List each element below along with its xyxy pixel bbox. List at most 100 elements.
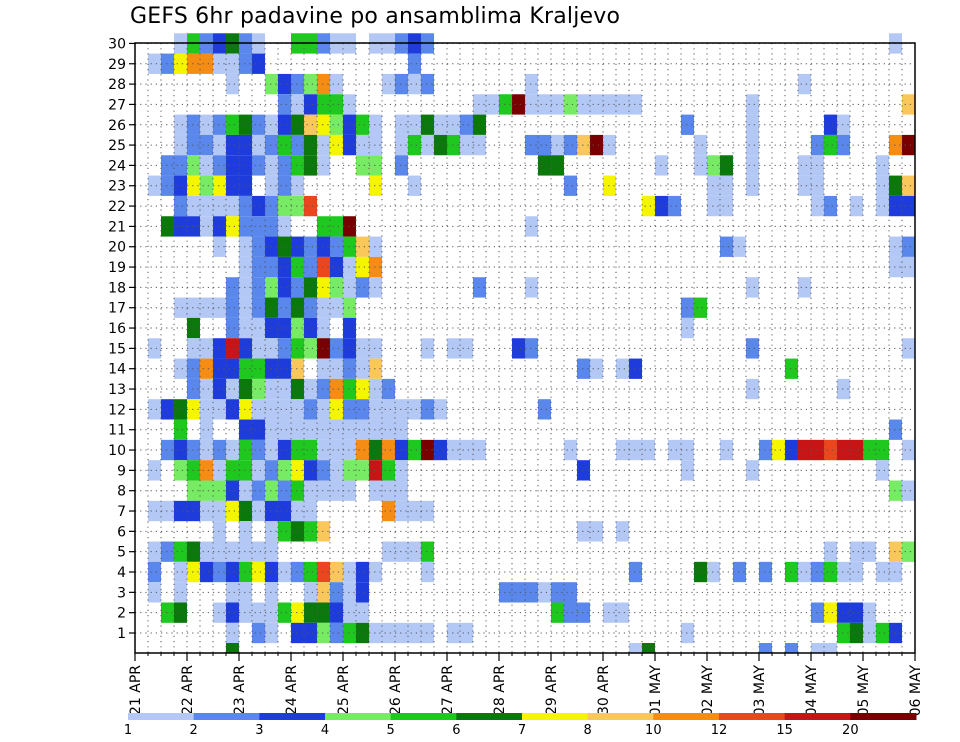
y-tick-label: 22 [108,199,126,215]
heat-cell [811,602,824,623]
heat-cell [629,439,642,461]
heat-cell [642,643,655,653]
heat-cell [213,602,226,623]
heat-cell [681,317,694,339]
heat-cell [343,216,356,237]
heat-cell [200,480,213,501]
heat-cell [824,439,837,461]
heat-cell [603,134,616,156]
heat-cell [278,378,291,400]
heat-cell [278,399,291,420]
heat-cell [148,338,161,359]
heat-cell [798,277,811,298]
heat-cell [525,216,538,237]
heat-cell [902,256,915,278]
heat-cell [681,460,694,481]
heat-cell [278,500,291,522]
heat-cell [343,460,356,481]
y-tick-label: 6 [117,524,126,540]
heat-cell [850,622,863,644]
heat-cell [499,94,512,115]
heat-cell [200,561,213,583]
colorbar-swatch [193,713,260,720]
heat-cell [226,439,239,461]
heat-cell [265,216,278,237]
heat-cell [239,419,252,440]
heat-cell [213,439,226,461]
heat-cell [434,134,447,156]
heat-cell [317,155,330,176]
heat-cell [187,114,200,135]
heat-cell [759,561,772,583]
heat-cell [304,521,317,542]
heat-cell [382,500,395,522]
heat-cell [304,399,317,420]
heat-cell [408,175,421,196]
y-tick-label: 19 [108,260,126,276]
heat-cell [291,94,304,115]
heat-cell [252,378,265,400]
heat-cell [590,94,603,115]
heat-cell [200,399,213,420]
heat-cell [317,134,330,156]
heat-cell [291,480,304,501]
heat-cell [460,338,473,359]
heat-cell [551,602,564,623]
heat-cell [369,358,382,379]
heat-cell [902,541,915,562]
heat-cell [356,256,369,278]
heat-cell [187,155,200,176]
heat-cell [330,561,343,583]
heat-cell [213,399,226,420]
heat-cell [200,155,213,176]
heat-cell [746,277,759,298]
heat-cell [343,317,356,339]
heat-cell [291,73,304,95]
heat-cell [369,561,382,583]
heat-cell [512,582,525,603]
heat-cell [265,256,278,278]
heat-cell [577,602,590,623]
heat-cell [265,439,278,461]
heat-cell [538,94,551,115]
heat-cell [226,134,239,156]
y-tick-label: 21 [108,219,126,235]
x-tick-label: 28 APR [492,665,508,715]
heat-cell [876,622,889,644]
heat-cell [447,338,460,359]
heat-cell [330,439,343,461]
x-tick-label: 01 MAY [648,665,664,717]
heat-cell [421,134,434,156]
x-tick-label: 22 APR [180,665,196,715]
heat-cell [161,175,174,196]
heat-cell [304,500,317,522]
heat-cell [252,195,265,217]
heat-cell [902,134,915,156]
y-tick-label: 12 [108,402,126,418]
heat-cell [356,561,369,583]
heat-cell [278,175,291,196]
heat-cell [837,602,850,623]
heat-cell [304,236,317,257]
heat-cell [187,53,200,74]
heat-cell [252,419,265,440]
y-tick-label: 5 [117,545,126,561]
heat-cell [252,134,265,156]
heat-cell [304,378,317,400]
heat-cell [564,439,577,461]
heat-cell [304,582,317,603]
heat-cell [213,216,226,237]
heat-cell [213,561,226,583]
heat-cell [421,338,434,359]
heat-cell [473,439,486,461]
heat-cell [369,236,382,257]
heat-cell [850,541,863,562]
heat-cell [408,53,421,74]
heat-cell [863,439,876,461]
heat-cell [330,277,343,298]
heat-cell [369,256,382,278]
heat-cell [876,155,889,176]
heat-cell [330,460,343,481]
heat-cell [200,378,213,400]
